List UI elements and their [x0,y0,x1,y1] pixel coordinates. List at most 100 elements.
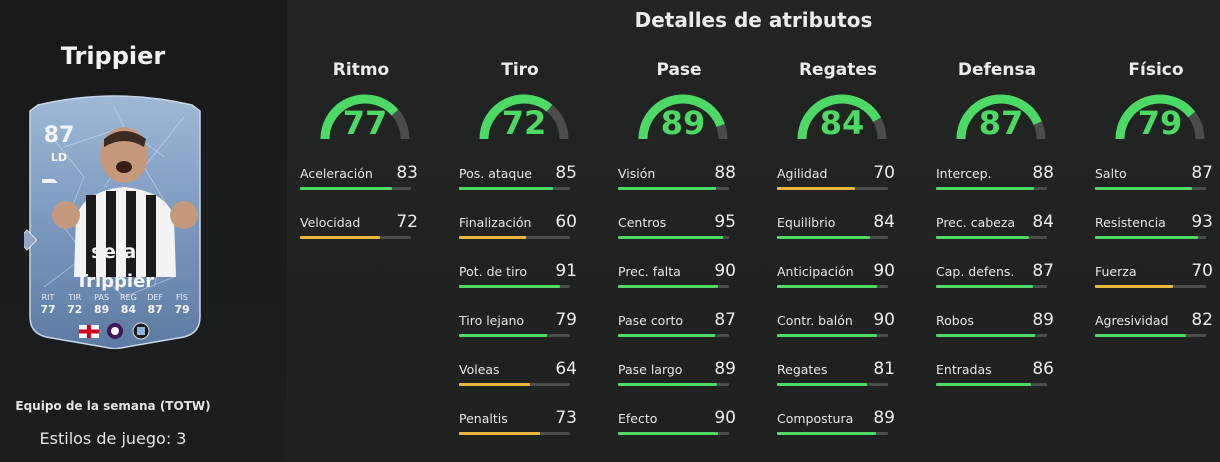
card-stat-value: 79 [174,303,190,316]
attribute-row: Regates 81 [777,359,895,390]
attribute-bar-fill [936,383,1032,386]
attribute-bar-fill [1095,285,1173,288]
card-stat-label: TIR [68,293,82,302]
attribute-name: Agresividad [1095,313,1169,328]
attribute-value: 87 [1032,261,1054,281]
attribute-value: 95 [714,212,736,232]
card-stat: FÍS 79 [170,293,194,316]
player-card[interactable]: 87 LD sela Trippier RIT 77 TIR 72 PAS 89 RE… [24,87,206,349]
attribute-value: 88 [714,163,736,183]
attribute-name: Finalización [459,215,532,230]
gauge-fill [320,94,399,140]
category-column-físico: Físico 79 Salto 87 Resistencia 93 Fuerza 70 Agre… [1095,56,1217,456]
attribute-row: Entradas 86 [936,359,1054,390]
attribute-bar-fill [936,187,1034,190]
attribute-value: 73 [555,408,577,428]
attribute-bar-fill [459,187,554,190]
category-column-defensa: Defensa 87 Intercep. 88 Prec. cabeza 84 Cap. d… [936,56,1058,456]
category-name: Ritmo [332,60,390,80]
league-icon [107,323,123,339]
attribute-bar-track [459,334,570,337]
attribute-row: Velocidad 72 [300,212,418,243]
attribute-value: 81 [873,359,895,379]
attribute-bar-track [459,236,570,239]
card-stat: REG 84 [116,293,140,316]
attribute-name: Pot. de tiro [459,264,528,279]
category-gauge: 89 [635,91,731,142]
attribute-row: Prec. falta 90 [618,261,736,292]
attribute-value: 84 [1032,212,1054,232]
attribute-bar-track [936,187,1047,190]
attribute-value: 70 [1191,261,1213,281]
card-stat-label: REG [119,293,137,302]
gauge-fill [638,94,725,140]
attribute-value: 87 [714,310,736,330]
attribute-bar-fill [618,285,718,288]
gauge-arc [320,94,410,140]
attribute-bar-fill [300,236,380,239]
attribute-value: 93 [1191,212,1213,232]
card-stat: DEF 87 [143,293,167,316]
category-column-regates: Regates 84 Agilidad 70 Equilibrio 84 Anticipac… [777,56,899,456]
attribute-row: Agresividad 82 [1095,310,1213,341]
attribute-bar-track [777,236,888,239]
gauge-arc [1115,94,1205,140]
attribute-name: Regates [777,362,828,377]
attribute-value: 90 [873,261,895,281]
attribute-bar-track [300,187,411,190]
card-stat-value: 87 [147,303,163,316]
gauge-arc [638,94,728,140]
attribute-name: Pase corto [618,313,684,328]
attribute-bar-fill [459,383,531,386]
attribute-name: Voleas [459,362,500,377]
attribute-row: Agilidad 70 [777,163,895,194]
attribute-row: Salto 87 [1095,163,1213,194]
attribute-bar-track [459,432,570,435]
category-gauge: 77 [317,91,413,142]
attribute-bar-fill [459,285,560,288]
gauge-arc [956,94,1046,140]
attributes-panel [287,0,1220,462]
attribute-name: Penaltis [459,411,508,426]
attribute-name: Salto [1095,166,1127,181]
attribute-bar-track [777,432,888,435]
attribute-row: Aceleración 83 [300,163,418,194]
gauge-fill [479,94,553,140]
attribute-bar-fill [936,334,1035,337]
team-of-week-label: Equipo de la semana (TOTW) [15,399,211,413]
gauge-fill [797,94,881,140]
england-flag-icon [79,325,99,338]
attribute-bar-track [777,285,888,288]
card-rating: 87 [43,123,75,148]
attribute-bar-track [936,334,1047,337]
category-gauge: 79 [1112,91,1208,142]
category-column-pase: Pase 89 Visión 88 Centros 95 Prec. falta 90 Pase… [618,56,740,456]
card-stat-label: PAS [94,293,110,302]
card-frame [24,95,201,349]
attribute-name: Anticipación [777,264,854,279]
playstyles-count[interactable]: Estilos de juego: 3 [39,429,187,448]
card-stat: TIR 72 [63,293,87,316]
category-name: Pase [656,60,702,80]
attribute-row: Prec. cabeza 84 [936,212,1054,243]
attribute-name: Visión [618,166,656,181]
attribute-bar-track [618,285,729,288]
attribute-bar-fill [618,383,717,386]
attribute-row: Robos 89 [936,310,1054,341]
category-gauge: 84 [794,91,890,142]
card-stat-value: 77 [40,303,56,316]
attribute-bar-fill [777,236,871,239]
attribute-value: 90 [714,261,736,281]
attribute-name: Equilibrio [777,215,836,230]
category-value: 87 [978,104,1024,142]
attribute-bar-fill [459,334,547,337]
attribute-bar-track [618,432,729,435]
category-name: Defensa [957,60,1037,80]
attribute-value: 89 [714,359,736,379]
attribute-name: Resistencia [1095,215,1166,230]
card-stats: RIT 77 TIR 72 PAS 89 REG 84 DEF 87 FÍS 79 [36,293,194,316]
attribute-bar-track [618,236,729,239]
attribute-name: Entradas [936,362,992,377]
attribute-bar-track [300,236,411,239]
attribute-row: Anticipación 90 [777,261,895,292]
